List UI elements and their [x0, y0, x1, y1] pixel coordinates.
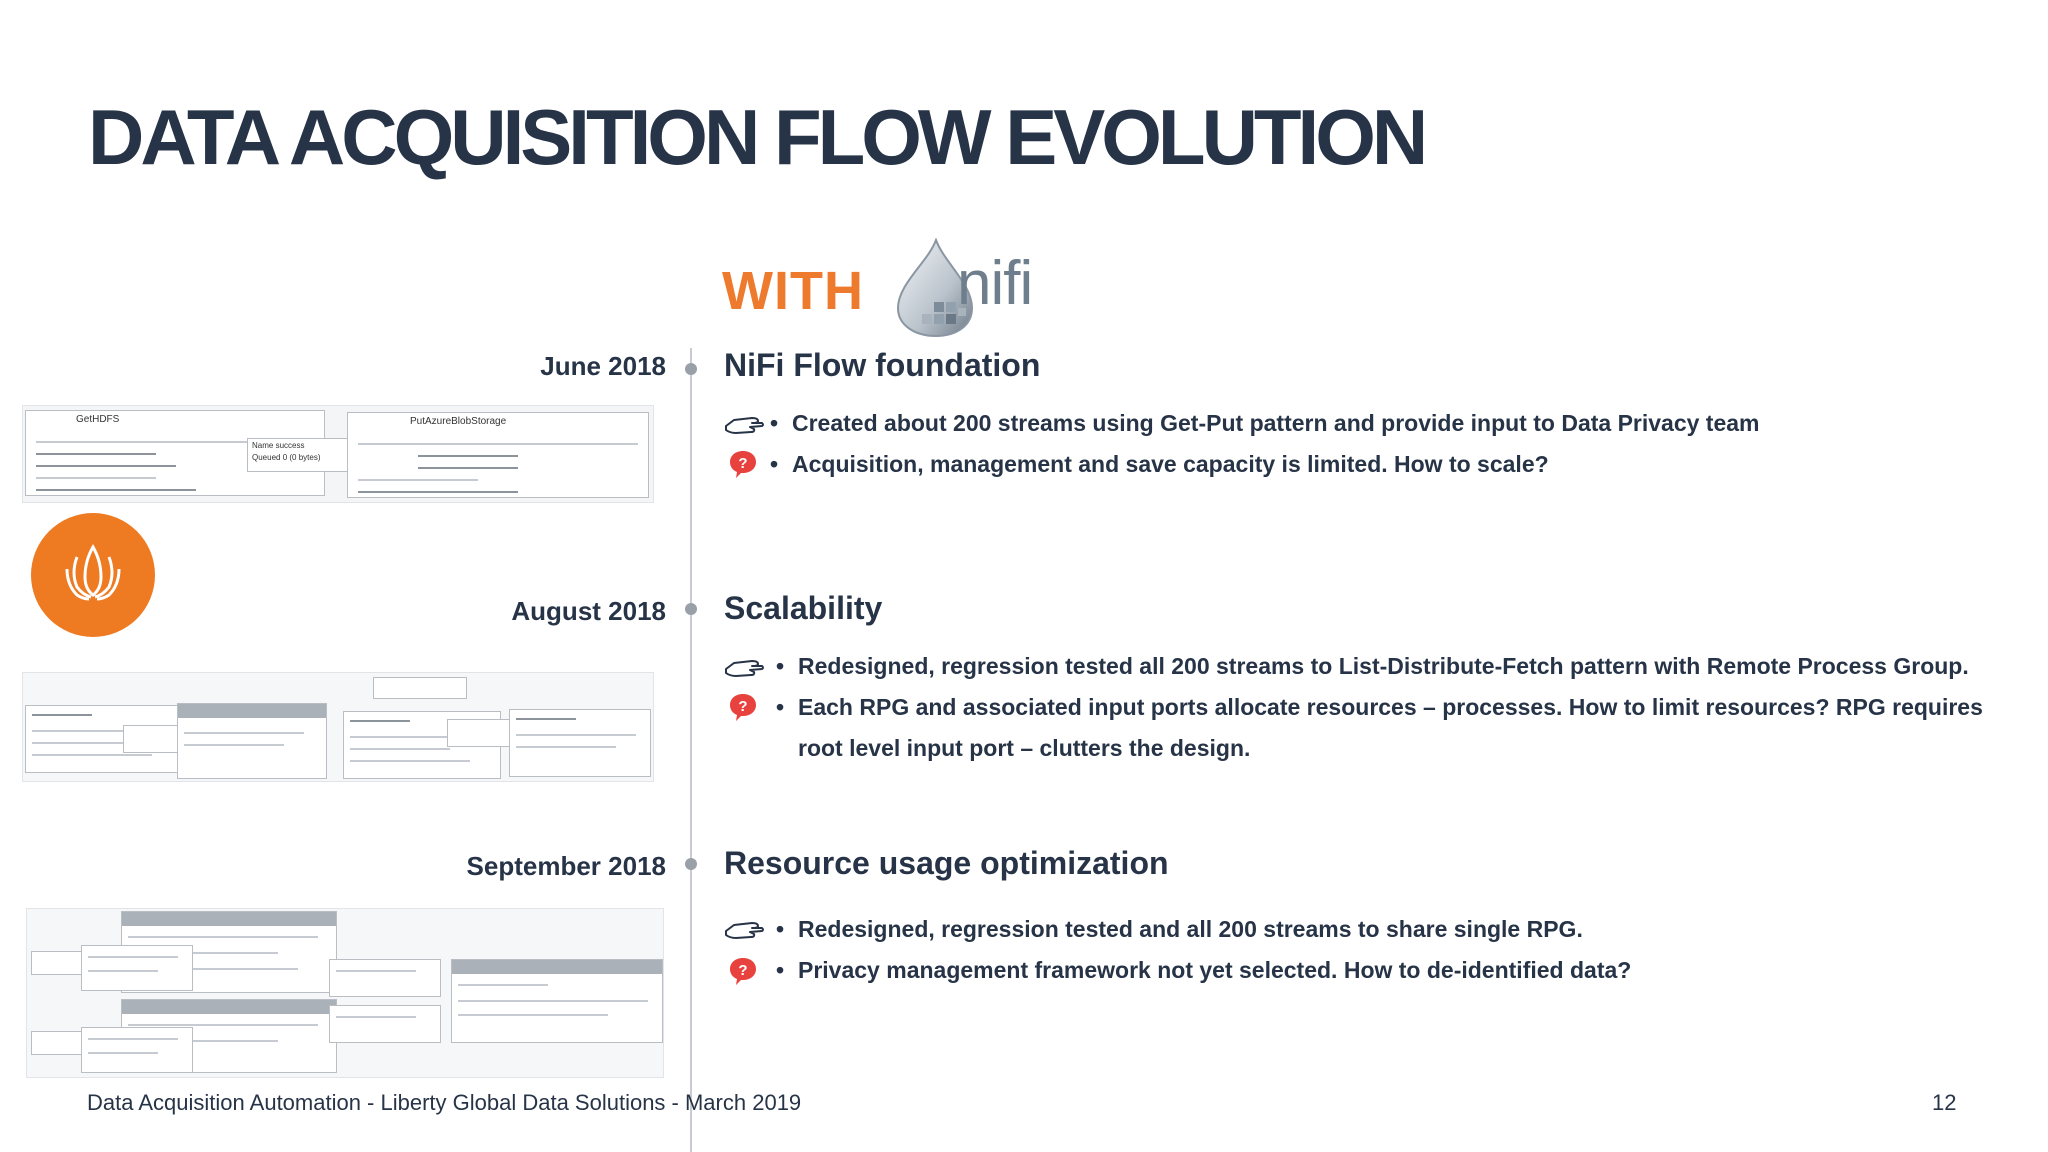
- section-heading: Resource usage optimization: [724, 845, 1169, 881]
- pointing-hand-icon: [725, 660, 764, 677]
- page-number: 12: [1932, 1090, 1957, 1115]
- pointing-hand-icon: [725, 417, 764, 434]
- with-label-row: WITH: [722, 236, 864, 346]
- flow-screenshot-august: [22, 672, 654, 782]
- question-bubble-icon: ?: [730, 958, 756, 985]
- nifi-logo-text: nifi: [957, 249, 1033, 318]
- question-bubble-icon: ?: [730, 451, 756, 478]
- svg-text:?: ?: [738, 962, 747, 979]
- footer-text: Data Acquisition Automation - Liberty Gl…: [87, 1090, 802, 1115]
- slide-title: DATA ACQUISITION FLOW EVOLUTION: [88, 93, 1428, 181]
- bullet-item: • Privacy management framework not yet se…: [776, 957, 1632, 983]
- timeline-dot: [685, 858, 697, 870]
- flow-screenshot-june: GetHDFS Name success Queued 0 (0 bytes) …: [22, 405, 654, 503]
- liberty-global-logo: [31, 513, 155, 637]
- timeline-dot: [685, 603, 697, 615]
- bullet-item: • Each RPG and associated input ports all…: [776, 694, 1983, 761]
- date-june-2018: June 2018: [540, 351, 666, 381]
- with-label: WITH: [722, 261, 864, 321]
- question-bubble-icon: ?: [730, 694, 756, 721]
- timeline-dot: [685, 363, 697, 375]
- svg-text:?: ?: [738, 455, 747, 472]
- date-august-2018: August 2018: [511, 596, 666, 626]
- date-september-2018: September 2018: [466, 851, 666, 881]
- section-heading: Scalability: [724, 590, 883, 626]
- connection-queued: Queued 0 (0 bytes): [252, 453, 321, 462]
- connection-name: Name success: [252, 441, 305, 450]
- bullet-item: • Redesigned, regression tested and all 2…: [776, 916, 1583, 942]
- section-heading: NiFi Flow foundation: [724, 347, 1041, 383]
- pointing-hand-icon: [725, 922, 764, 939]
- timeline-line: [690, 348, 692, 1152]
- bullet-item: • Created about 200 streams using Get-Put…: [770, 410, 1760, 436]
- svg-text:?: ?: [738, 698, 747, 715]
- liberty-global-crown-icon: [65, 543, 121, 601]
- processor-name: GetHDFS: [76, 414, 120, 425]
- nifi-drop-logo-icon: [896, 238, 974, 338]
- processor-name: PutAzureBlobStorage: [410, 416, 507, 427]
- bullet-item: • Redesigned, regression tested all 200 s…: [776, 653, 1969, 679]
- flow-screenshot-september: [26, 908, 664, 1078]
- processor-box: PutAzureBlobStorage: [347, 412, 649, 498]
- bullet-item: • Acquisition, management and save capaci…: [770, 451, 1549, 477]
